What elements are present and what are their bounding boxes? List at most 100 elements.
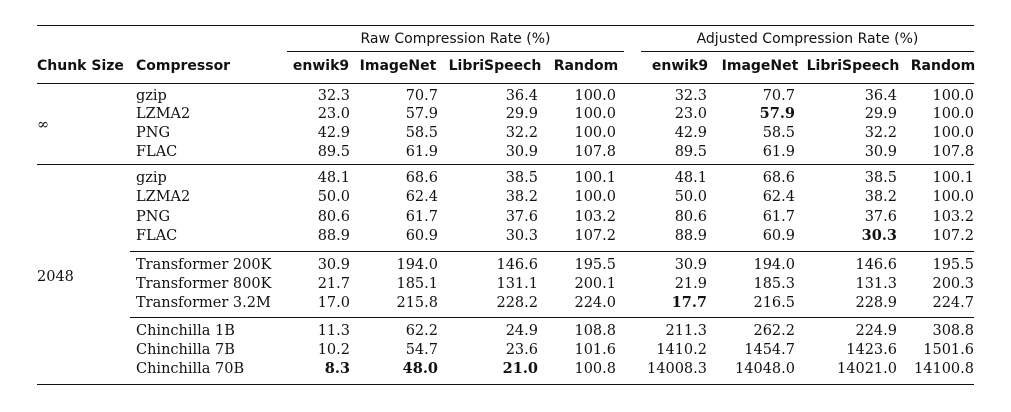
block-rule-1 — [130, 251, 974, 252]
adjusted-rate-cell: 62.4 — [762, 189, 795, 205]
adjusted-rate-cell: 61.7 — [762, 209, 795, 225]
adjusted-rate-cell: 70.7 — [762, 88, 795, 104]
compressor-name: Chinchilla 70B — [136, 361, 245, 377]
raw-rate-cell: 146.6 — [496, 257, 538, 273]
raw-rate-cell: 50.0 — [317, 189, 350, 205]
raw-rate-cell: 30.9 — [317, 257, 350, 273]
adjusted-rate-cell: 17.7 — [671, 294, 707, 311]
chunk-size-header: Chunk Size — [37, 58, 124, 74]
adjusted-rate-cell: 100.1 — [932, 170, 974, 186]
adjusted-rate-cell: 107.2 — [932, 228, 974, 244]
raw-rate-cell: 100.1 — [574, 170, 616, 186]
raw-group-header: Raw Compression Rate (%) — [360, 31, 551, 47]
adjusted-col-header-random: Random — [910, 58, 976, 74]
raw-rate-cell: 54.7 — [405, 342, 438, 358]
raw-rate-cell: 38.2 — [505, 189, 538, 205]
compressor-name: Transformer 200K — [136, 257, 272, 273]
raw-rate-cell: 62.4 — [405, 189, 438, 205]
raw-rate-cell: 100.0 — [574, 88, 616, 104]
raw-rate-cell: 32.2 — [505, 125, 538, 141]
raw-rate-cell: 195.5 — [574, 257, 616, 273]
adjusted-rate-cell: 224.9 — [855, 323, 897, 339]
adjusted-rate-cell: 228.9 — [855, 295, 897, 311]
adjusted-rate-cell: 14008.3 — [647, 361, 707, 377]
raw-rate-cell: 108.8 — [574, 323, 616, 339]
adjusted-rate-cell: 100.0 — [932, 106, 974, 122]
adjusted-rate-cell: 30.9 — [864, 144, 897, 160]
adjusted-rate-cell: 195.5 — [932, 257, 974, 273]
raw-rate-cell: 185.1 — [396, 276, 438, 292]
adjusted-rate-cell: 48.1 — [674, 170, 707, 186]
raw-rate-cell: 24.9 — [505, 323, 538, 339]
adjusted-rate-cell: 50.0 — [674, 189, 707, 205]
raw-rate-cell: 17.0 — [317, 295, 350, 311]
raw-rate-cell: 103.2 — [574, 209, 616, 225]
raw-rate-cell: 215.8 — [396, 295, 438, 311]
adjusted-col-header-enwik9: enwik9 — [651, 58, 709, 74]
raw-rate-cell: 10.2 — [317, 342, 350, 358]
adjusted-group-underline — [641, 51, 974, 52]
adjusted-rate-cell: 61.9 — [762, 144, 795, 160]
raw-rate-cell: 200.1 — [574, 276, 616, 292]
adjusted-rate-cell: 200.3 — [932, 276, 974, 292]
adjusted-rate-cell: 32.3 — [674, 88, 707, 104]
raw-rate-cell: 30.9 — [505, 144, 538, 160]
raw-rate-cell: 70.7 — [405, 88, 438, 104]
adjusted-rate-cell: 88.9 — [674, 228, 707, 244]
raw-rate-cell: 194.0 — [396, 257, 438, 273]
raw-rate-cell: 42.9 — [317, 125, 350, 141]
adjusted-rate-cell: 14100.8 — [914, 361, 974, 377]
raw-rate-cell: 68.6 — [405, 170, 438, 186]
compressor-name: LZMA2 — [136, 106, 191, 122]
raw-group-underline — [287, 51, 624, 52]
raw-rate-cell: 30.3 — [505, 228, 538, 244]
raw-rate-cell: 107.8 — [574, 144, 616, 160]
adjusted-rate-cell: 36.4 — [864, 88, 897, 104]
compressor-name: Chinchilla 7B — [136, 342, 235, 358]
adjusted-rate-cell: 224.7 — [932, 295, 974, 311]
raw-rate-cell: 48.0 — [402, 360, 438, 377]
header-rule — [37, 83, 974, 84]
adjusted-rate-cell: 185.3 — [753, 276, 795, 292]
raw-rate-cell: 61.7 — [405, 209, 438, 225]
raw-rate-cell: 29.9 — [505, 106, 538, 122]
raw-rate-cell: 61.9 — [405, 144, 438, 160]
raw-col-header-imagenet: ImageNet — [359, 58, 437, 74]
raw-rate-cell: 101.6 — [574, 342, 616, 358]
adjusted-rate-cell: 60.9 — [762, 228, 795, 244]
adjusted-rate-cell: 89.5 — [674, 144, 707, 160]
adjusted-rate-cell: 1454.7 — [744, 342, 795, 358]
raw-rate-cell: 8.3 — [324, 360, 350, 377]
adjusted-rate-cell: 1501.6 — [923, 342, 974, 358]
adjusted-rate-cell: 14048.0 — [735, 361, 795, 377]
adjusted-rate-cell: 194.0 — [753, 257, 795, 273]
raw-rate-cell: 228.2 — [496, 295, 538, 311]
raw-rate-cell: 23.0 — [317, 106, 350, 122]
compressor-name: Transformer 3.2M — [136, 295, 271, 311]
raw-col-header-librispeech: LibriSpeech — [448, 58, 542, 74]
raw-rate-cell: 89.5 — [317, 144, 350, 160]
compressor-name: FLAC — [136, 228, 178, 244]
adjusted-rate-cell: 100.0 — [932, 125, 974, 141]
adjusted-rate-cell: 21.9 — [674, 276, 707, 292]
compressor-name: PNG — [136, 125, 171, 141]
chunk-size-label: 2048 — [37, 269, 74, 285]
raw-rate-cell: 131.1 — [496, 276, 538, 292]
raw-rate-cell: 48.1 — [317, 170, 350, 186]
compressor-name: gzip — [136, 170, 167, 186]
adjusted-rate-cell: 211.3 — [665, 323, 707, 339]
raw-rate-cell: 23.6 — [505, 342, 538, 358]
raw-rate-cell: 21.7 — [317, 276, 350, 292]
raw-rate-cell: 60.9 — [405, 228, 438, 244]
raw-rate-cell: 37.6 — [505, 209, 538, 225]
chunk-size-label: ∞ — [37, 117, 50, 133]
adjusted-rate-cell: 38.5 — [864, 170, 897, 186]
raw-rate-cell: 58.5 — [405, 125, 438, 141]
adjusted-rate-cell: 29.9 — [864, 106, 897, 122]
adjusted-rate-cell: 146.6 — [855, 257, 897, 273]
raw-rate-cell: 100.0 — [574, 189, 616, 205]
adjusted-rate-cell: 308.8 — [932, 323, 974, 339]
adjusted-rate-cell: 32.2 — [864, 125, 897, 141]
adjusted-rate-cell: 103.2 — [932, 209, 974, 225]
adjusted-rate-cell: 107.8 — [932, 144, 974, 160]
